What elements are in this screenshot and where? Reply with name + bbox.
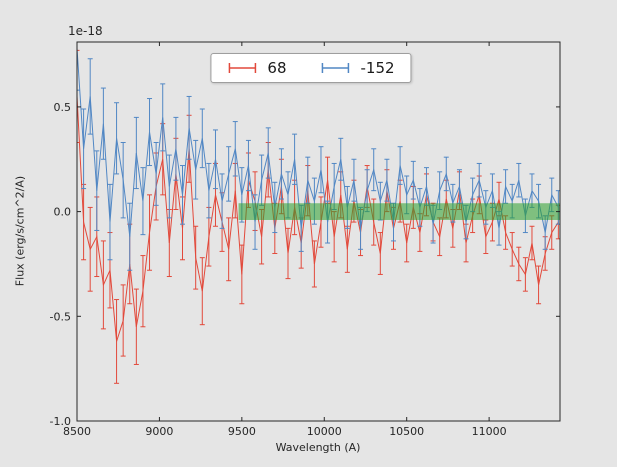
y-tick-label: 0.5 [54,101,72,114]
x-tick-label: 8500 [63,425,91,438]
y-tick-label: 0.0 [54,206,72,219]
ticks-group [76,42,560,422]
x-tick-label: 10000 [307,425,342,438]
data-group [77,42,560,384]
x-tick-label: 10500 [389,425,424,438]
errorbar-key-icon [321,63,350,73]
series-68-line [77,96,559,342]
series--152-line [77,48,559,237]
y-tick-label: -1.0 [50,415,71,428]
y-axis-offset-label: 1e-18 [68,24,103,38]
legend: 68 -152 [210,53,412,83]
x-tick-label: 9500 [228,425,256,438]
y-axis-label: Flux (erg/s/cm^2/A) [13,175,27,287]
axes-background [77,42,560,421]
x-tick-label: 11000 [472,425,507,438]
legend-entry-152: -152 [321,59,395,77]
x-axis-label: Wavelength (A) [275,441,361,454]
x-tick-label: 9000 [145,425,173,438]
y-tick-label: -0.5 [50,310,71,323]
legend-label: -152 [360,59,395,77]
legend-label: 68 [267,59,287,77]
legend-entry-68: 68 [227,59,287,77]
errorbar-key-icon [228,63,257,73]
axes-frame [76,41,561,422]
reference-band [238,203,560,220]
